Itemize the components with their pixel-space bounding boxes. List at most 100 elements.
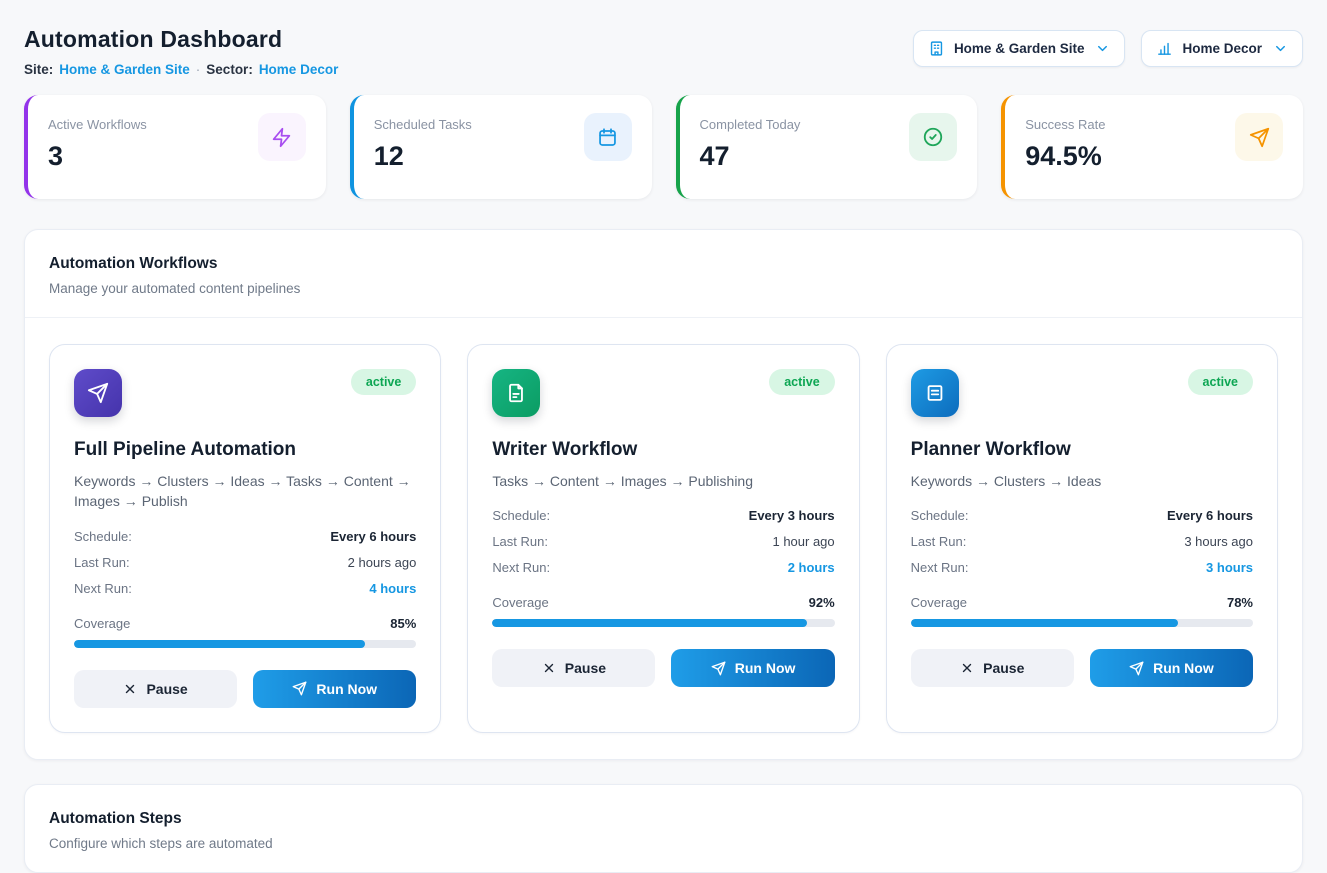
- next-run-value: 3 hours: [1206, 560, 1253, 576]
- next-run-row: Next Run: 3 hours: [911, 560, 1253, 575]
- x-icon: [960, 661, 974, 675]
- schedule-label: Schedule:: [74, 528, 132, 544]
- workflow-meta: Schedule: Every 6 hours Last Run: 2 hour…: [74, 529, 416, 607]
- stat-value: 3: [48, 141, 64, 171]
- workflow-meta: Schedule: Every 3 hours Last Run: 1 hour…: [492, 508, 834, 586]
- run-now-button[interactable]: Run Now: [253, 669, 417, 708]
- workflows-grid: active Full Pipeline Automation Keywords…: [25, 318, 1302, 759]
- run-now-button[interactable]: Run Now: [1089, 649, 1253, 688]
- next-run-value: 2 hours: [787, 560, 835, 576]
- stat-value: 47: [699, 141, 730, 171]
- workflow-actions: Pause Run Now: [910, 649, 1253, 688]
- site-label: Site:: [24, 62, 54, 77]
- coverage-row: Coverage 85%: [74, 616, 416, 631]
- workflow-card-top: active: [492, 369, 835, 417]
- header-selectors: Home & Garden Site Home Decor: [912, 30, 1303, 67]
- send-icon: [74, 369, 122, 417]
- stat-label: Active Workflows: [48, 117, 147, 132]
- check-circle-icon: [909, 113, 958, 161]
- sector-selector-dropdown[interactable]: Home Decor: [1141, 30, 1303, 67]
- coverage-label: Coverage: [492, 595, 549, 611]
- last-run-row: Last Run: 2 hours ago: [74, 555, 416, 570]
- site-selector-dropdown[interactable]: Home & Garden Site: [912, 30, 1126, 67]
- workflow-name: Full Pipeline Automation: [74, 439, 297, 460]
- workflow-name: Planner Workflow: [910, 439, 1071, 460]
- coverage-value: 85%: [390, 615, 417, 631]
- pause-button[interactable]: Pause: [910, 649, 1074, 688]
- workflow-meta: Schedule: Every 6 hours Last Run: 3 hour…: [911, 508, 1253, 586]
- workflow-card-full-pipeline: active Full Pipeline Automation Keywords…: [49, 344, 442, 733]
- schedule-row: Schedule: Every 3 hours: [492, 508, 834, 523]
- coverage-value: 92%: [808, 595, 835, 611]
- workflow-actions: Pause Run Now: [74, 669, 417, 708]
- workflow-pipeline: Tasks → Content → Images → Publishing: [492, 473, 753, 489]
- automation-workflows-panel: Automation Workflows Manage your automat…: [24, 229, 1303, 760]
- site-sector-breadcrumb: Site: Home & Garden Site · Sector: Home …: [24, 62, 338, 77]
- sector-label: Sector:: [206, 62, 253, 77]
- next-run-row: Next Run: 2 hours: [492, 560, 834, 575]
- workflow-card-writer: active Writer Workflow Tasks → Content →…: [467, 344, 860, 733]
- breadcrumb-separator: ·: [195, 62, 201, 77]
- pause-button-label: Pause: [983, 660, 1025, 677]
- run-now-button-label: Run Now: [734, 660, 796, 677]
- schedule-value: Every 6 hours: [1167, 508, 1253, 524]
- stat-text: Active Workflows 3: [48, 113, 147, 172]
- run-now-button[interactable]: Run Now: [671, 649, 835, 688]
- last-run-value: 2 hours ago: [347, 554, 417, 570]
- schedule-row: Schedule: Every 6 hours: [74, 529, 416, 544]
- workflow-card-top: active: [910, 369, 1253, 417]
- workflows-panel-subtitle: Manage your automated content pipelines: [49, 281, 301, 296]
- next-run-value: 4 hours: [369, 580, 417, 596]
- schedule-label: Schedule:: [492, 508, 551, 524]
- send-icon: [711, 661, 726, 676]
- pause-button[interactable]: Pause: [492, 649, 656, 688]
- pause-button-label: Pause: [564, 660, 607, 677]
- coverage-block: Coverage 85%: [74, 616, 417, 648]
- send-icon: [292, 681, 307, 696]
- coverage-progress-fill: [492, 619, 808, 628]
- note-list-icon: [910, 369, 959, 417]
- workflow-actions: Pause Run Now: [492, 649, 835, 688]
- steps-panel-title: Automation Steps: [49, 809, 182, 827]
- stat-value: 94.5%: [1025, 141, 1102, 171]
- stat-label: Success Rate: [1025, 117, 1106, 132]
- schedule-value: Every 6 hours: [330, 528, 417, 544]
- next-run-label: Next Run:: [492, 560, 551, 576]
- workflow-card-planner: active Planner Workflow Keywords → Clust…: [885, 344, 1278, 733]
- pause-button-label: Pause: [146, 680, 188, 697]
- stat-card-active-workflows: Active Workflows 3: [24, 95, 326, 199]
- status-badge: active: [769, 369, 835, 395]
- coverage-progress-track: [910, 619, 1253, 628]
- next-run-row: Next Run: 4 hours: [74, 581, 416, 596]
- stat-text: Success Rate 94.5%: [1025, 113, 1105, 172]
- pause-button[interactable]: Pause: [74, 669, 238, 708]
- last-run-label: Last Run:: [910, 534, 967, 550]
- sector-selector-label: Home Decor: [1182, 41, 1262, 56]
- schedule-value: Every 3 hours: [748, 508, 835, 524]
- last-run-label: Last Run:: [74, 554, 130, 570]
- steps-panel-subtitle: Configure which steps are automated: [49, 835, 273, 851]
- site-selector-label: Home & Garden Site: [953, 41, 1085, 56]
- status-badge: active: [1187, 369, 1253, 395]
- site-link[interactable]: Home & Garden Site: [59, 62, 190, 77]
- workflows-panel-header: Automation Workflows Manage your automat…: [25, 230, 1302, 318]
- last-run-value: 3 hours ago: [1184, 534, 1253, 550]
- automation-steps-panel: Automation Steps Configure which steps a…: [24, 783, 1303, 873]
- stat-label: Scheduled Tasks: [373, 117, 472, 132]
- chevron-down-icon: [1273, 41, 1288, 56]
- coverage-progress-fill: [74, 639, 365, 648]
- stat-text: Scheduled Tasks 12: [374, 113, 472, 172]
- last-run-row: Last Run: 3 hours ago: [911, 534, 1253, 549]
- send-icon: [1235, 113, 1283, 161]
- stat-card-success-rate: Success Rate 94.5%: [1001, 95, 1303, 199]
- workflows-panel-title: Automation Workflows: [49, 255, 218, 272]
- sector-link[interactable]: Home Decor: [258, 62, 339, 77]
- x-icon: [123, 682, 137, 696]
- bar-chart-icon: [1156, 40, 1173, 57]
- coverage-value: 78%: [1226, 595, 1253, 611]
- workflow-pipeline: Keywords → Clusters → Ideas: [910, 473, 1102, 489]
- run-now-button-label: Run Now: [1153, 660, 1214, 677]
- page-header-left: Automation Dashboard Site: Home & Garden…: [24, 26, 338, 77]
- send-icon: [1129, 661, 1144, 676]
